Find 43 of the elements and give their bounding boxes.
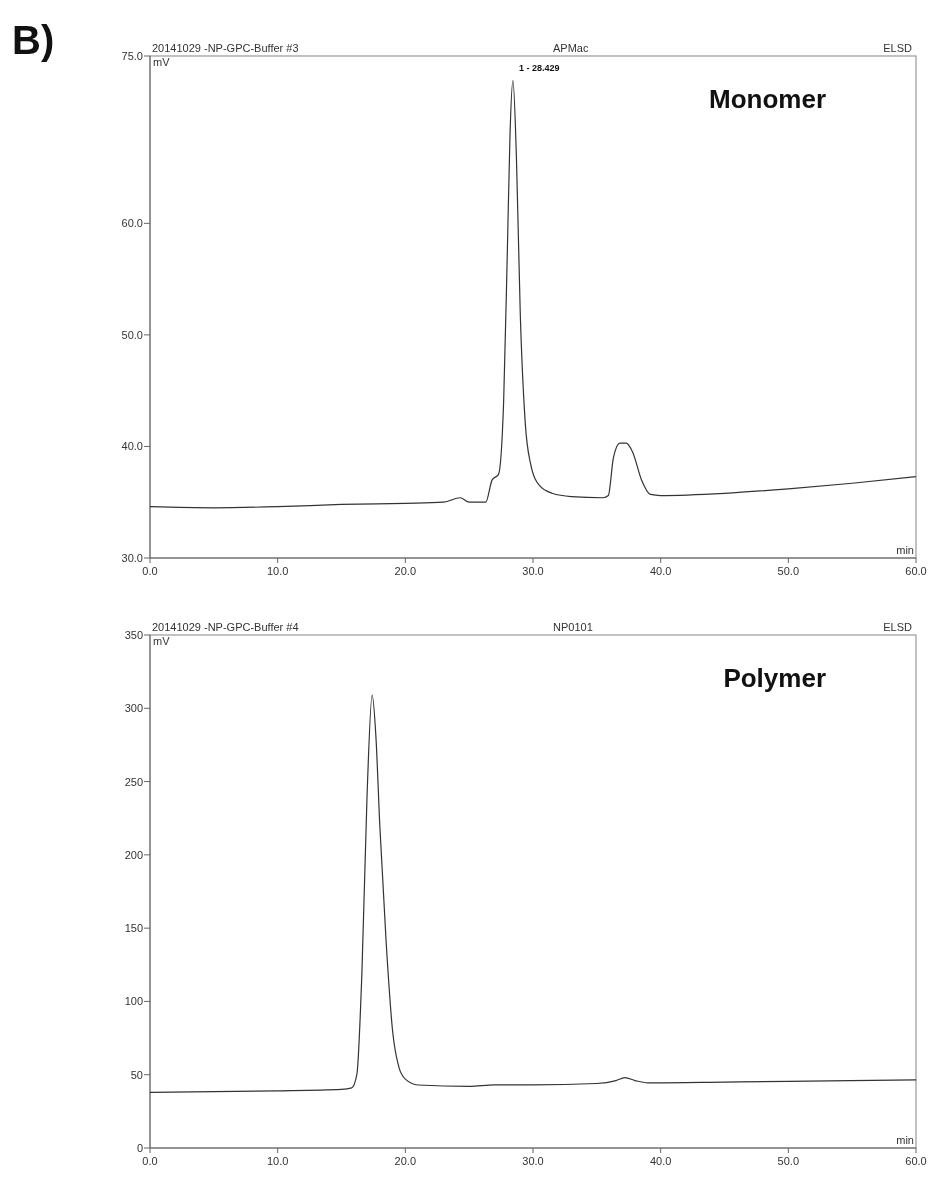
x-tick-label: 20.0 [394, 565, 417, 577]
chart-subtitle: APMac [553, 42, 589, 54]
y-tick-label: 50.0 [121, 328, 143, 341]
chart-subtitle: NP0101 [553, 621, 593, 633]
x-axis-title: min [896, 1134, 914, 1146]
y-tick-label: 40.0 [121, 440, 143, 453]
x-tick-label: 10.0 [266, 1155, 289, 1167]
line-series [149, 79, 917, 509]
x-tick-label: 60.0 [905, 1155, 927, 1167]
y-tick-label: 100 [124, 995, 143, 1008]
x-tick-label: 0.0 [142, 565, 158, 577]
y-tick-label: 350 [124, 629, 143, 641]
y-axis-title: mV [153, 56, 171, 68]
x-tick-label: 10.0 [266, 565, 289, 577]
y-tick-label: 60.0 [121, 217, 143, 230]
x-tick-label: 30.0 [522, 1155, 544, 1167]
y-axis-title: mV [153, 635, 171, 647]
y-tick-label: 75.0 [121, 50, 143, 62]
chart-title: 20141029 -NP-GPC-Buffer #4 [152, 621, 299, 633]
x-tick-label: 50.0 [777, 565, 800, 577]
text: B) [12, 18, 55, 62]
chart-title: 20141029 -NP-GPC-Buffer #3 [152, 42, 299, 54]
x-tick-label: 40.0 [649, 565, 672, 577]
x-tick-label: 20.0 [394, 1155, 417, 1167]
x-tick-label: 30.0 [522, 565, 544, 577]
y-tick-label: 0 [136, 1142, 143, 1154]
annotation: 1 - 28.429 [518, 62, 560, 73]
y-tick-label: 150 [124, 922, 143, 935]
annotation: Monomer [709, 84, 826, 114]
text: ELSD [883, 42, 913, 54]
y-tick-label: 50 [130, 1068, 143, 1081]
y-tick-label: 30.0 [121, 552, 143, 564]
x-tick-label: 50.0 [777, 1155, 800, 1167]
x-tick-label: 40.0 [649, 1155, 672, 1167]
y-tick-label: 250 [124, 775, 143, 788]
x-tick-label: 0.0 [142, 1155, 158, 1167]
line-series [149, 694, 917, 1093]
x-tick-label: 60.0 [905, 565, 927, 577]
y-tick-label: 200 [124, 848, 143, 861]
annotation: Polymer [723, 663, 826, 693]
y-tick-label: 300 [124, 702, 143, 715]
x-axis-title: min [896, 544, 914, 556]
text: ELSD [883, 621, 913, 633]
